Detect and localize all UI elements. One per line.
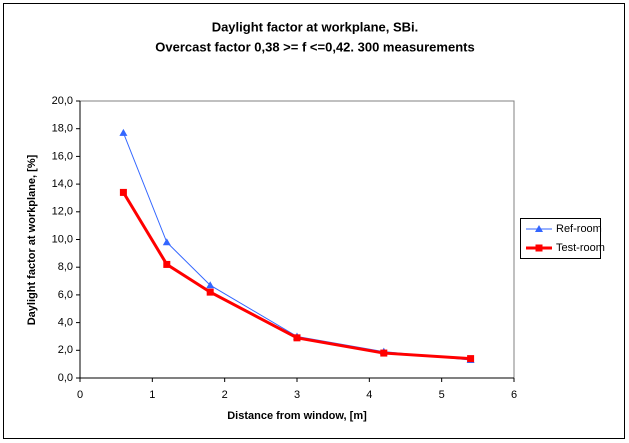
x-tick-label: 4 xyxy=(366,389,372,401)
y-tick-label: 14,0 xyxy=(52,178,73,190)
point xyxy=(119,128,128,136)
point xyxy=(293,334,301,342)
point xyxy=(467,355,475,363)
x-tick-label: 2 xyxy=(222,389,228,401)
y-tick-label: 2,0 xyxy=(58,344,73,356)
series-line xyxy=(122,191,471,361)
legend xyxy=(520,218,601,259)
point xyxy=(206,281,215,289)
y-tick-label: 6,0 xyxy=(58,289,73,301)
y-tick-label: 20,0 xyxy=(52,95,73,107)
x-tick-label: 6 xyxy=(511,389,517,401)
point xyxy=(119,188,127,196)
x-axis-label: Distance from window, [m] xyxy=(227,410,367,422)
point xyxy=(535,244,543,252)
x-tick-label: 0 xyxy=(77,389,83,401)
chart-title: Daylight factor at workplane, SBi. xyxy=(212,19,419,34)
chart-subtitle: Overcast factor 0,38 >= f <=0,42. 300 me… xyxy=(155,39,474,54)
point xyxy=(380,349,388,357)
point xyxy=(535,225,543,232)
y-tick-label: 8,0 xyxy=(58,261,73,273)
y-tick-label: 10,0 xyxy=(52,233,73,245)
legend-label: Test-room xyxy=(556,242,605,254)
y-axis-label: Daylight factor at workplane, [%] xyxy=(26,154,38,325)
y-tick-label: 16,0 xyxy=(52,150,73,162)
y-tick-label: 12,0 xyxy=(52,206,73,218)
point xyxy=(206,288,214,296)
y-tick-label: 0,0 xyxy=(58,372,73,384)
point xyxy=(162,238,171,246)
legend-label: Ref-room xyxy=(556,223,602,235)
x-tick-label: 1 xyxy=(149,389,155,401)
x-tick-label: 3 xyxy=(294,389,300,401)
y-tick-label: 4,0 xyxy=(58,317,73,329)
y-tick-label: 18,0 xyxy=(52,123,73,135)
x-tick-label: 5 xyxy=(439,389,445,401)
point xyxy=(163,260,171,268)
